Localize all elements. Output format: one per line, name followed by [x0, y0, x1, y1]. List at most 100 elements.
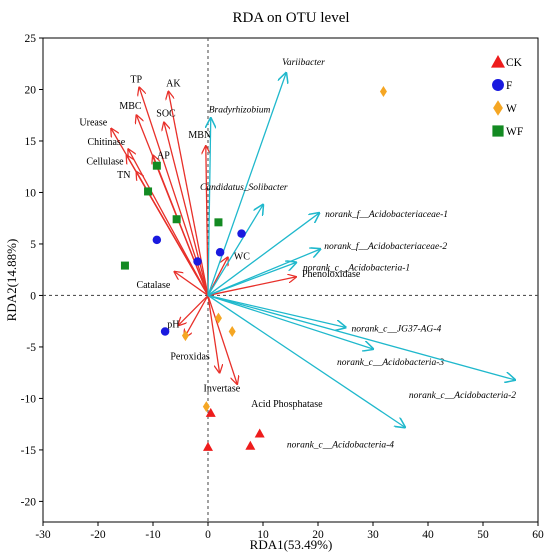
env-arrow-line [206, 146, 208, 296]
x-tick-label: 0 [205, 529, 211, 541]
legend-label: WF [506, 126, 523, 138]
otu-arrow-norank-c-acidobacteria-3: norank_c__Acidobacteria-3 [207, 294, 444, 368]
point-f [160, 327, 170, 336]
y-tick-label: -10 [21, 393, 37, 405]
point-w [181, 330, 189, 342]
point-ck [254, 428, 265, 438]
otu-arrow-line [207, 294, 346, 327]
otu-arrow-norank-c-acidobacteria-2: norank_c__Acidobacteria-2 [207, 294, 516, 401]
x-tick-label: 30 [367, 529, 379, 541]
env-arrow-label: pH [167, 319, 179, 330]
y-axis-ticks: -20 -15 -10 -5 0 5 10 15 20 25 [21, 33, 43, 508]
point-f [237, 229, 246, 238]
otu-arrow-label: norank_c__Acidobacteria-4 [287, 440, 394, 450]
y-tick-label: -15 [21, 445, 37, 457]
otu-arrow-variibacter: Variibacter [207, 58, 325, 296]
env-arrow-label: Phenoloxidase [302, 269, 361, 280]
env-arrow-label: TN [117, 170, 130, 181]
env-arrow-wc: WC [207, 251, 250, 296]
y-tick-label: 15 [25, 136, 37, 148]
env-arrow-line [207, 295, 237, 384]
otu-arrow-norank-c-acidobacteria-4: norank_c__Acidobacteria-4 [207, 294, 405, 450]
env-arrow-line [153, 155, 209, 296]
legend-marker-square [492, 125, 504, 137]
env-arrow-line [207, 277, 296, 297]
env-arrow-tn: TN [117, 170, 209, 296]
y-tick-label: 25 [25, 33, 37, 45]
point-wf [152, 161, 161, 170]
env-arrow-label: Catalase [136, 280, 170, 291]
otu-arrow-line [207, 205, 263, 296]
x-tick-label: 50 [477, 529, 489, 541]
legend-marker-triangle [491, 55, 505, 68]
legend-label: W [506, 103, 517, 115]
env-arrow-peroxidas: Peroxidas [170, 295, 210, 363]
x-tick-label: -10 [145, 529, 161, 541]
otu-arrow-line [208, 118, 211, 296]
point-wf [120, 261, 129, 270]
y-tick-label: 0 [30, 290, 36, 302]
point-f [193, 257, 202, 266]
env-arrow-label: SOC [156, 108, 176, 119]
point-ck [203, 441, 213, 451]
otu-arrow-label: norank_f__Acidobacteriaceae-1 [325, 209, 448, 220]
env-arrow-line [184, 295, 209, 337]
legend-marker-diamond [493, 100, 503, 116]
point-w [214, 312, 222, 324]
legend: CK FW WF [491, 55, 523, 138]
legend-item-ck: CK [491, 55, 523, 69]
point-w [228, 325, 236, 337]
env-arrow-label: MBC [119, 101, 142, 112]
point-wf [214, 218, 223, 227]
env-arrow-label: AP [157, 150, 170, 161]
env-arrow-catalase: Catalase [136, 272, 209, 296]
env-arrow-ap: AP [153, 150, 209, 296]
env-arrow-invertase: Invertase [204, 295, 241, 395]
env-arrow-label: Peroxidas [170, 352, 210, 363]
env-arrow-line [164, 122, 209, 296]
env-arrow-phenoloxidase: Phenoloxidase [207, 269, 361, 297]
point-w [202, 401, 210, 413]
env-arrow-label: Acid Phosphatase [251, 399, 323, 410]
y-axis-title: RDA2(14.88%) [4, 239, 19, 322]
otu-arrow-norank-c-jg37-ag-4: norank_c__JG37-AG-4 [207, 294, 442, 334]
legend-label: F [506, 80, 512, 92]
x-tick-label: 20 [312, 529, 324, 541]
point-f [152, 235, 162, 245]
otu-arrow-label: norank_c__JG37-AG-4 [352, 324, 442, 334]
env-arrow-line [178, 294, 209, 325]
env-arrow-label: Invertase [204, 384, 241, 395]
env-arrow-label: Chitinase [87, 137, 125, 148]
point-wf [144, 187, 153, 196]
otu-arrow-line [207, 294, 373, 349]
x-axis-title: RDA1(53.49%) [250, 537, 333, 552]
otu-arrow-norank-f-acidobacteriaceae-1: norank_f__Acidobacteriaceae-1 [207, 209, 448, 296]
environment-arrows: TP AK MBC SOC Urease Chitinase Cellulase AP TN MB… [79, 74, 360, 410]
legend-marker-circle [492, 79, 504, 91]
otu-arrow-line [207, 249, 320, 297]
env-arrow-mbn: MBN [188, 130, 211, 296]
otu-arrow-line [207, 294, 515, 379]
otu-arrow-label: norank_c__Acidobacteria-3 [337, 358, 444, 368]
chart-title: RDA on OTU level [232, 10, 349, 26]
x-tick-label: -30 [35, 529, 51, 541]
otu-arrow-line [207, 73, 286, 296]
env-arrow-line [174, 272, 209, 296]
env-arrow-soc: SOC [156, 108, 209, 296]
legend-item-wf: WF [492, 125, 523, 138]
otu-arrow-line [207, 213, 319, 296]
point-w [379, 86, 387, 98]
otu-arrow-norank-f-acidobacteriaceae-2: norank_f__Acidobacteriaceae-2 [207, 241, 447, 297]
otu-arrow-norank-c-acidobacteria-1: norank_c__Acidobacteria-1 [207, 262, 410, 297]
x-tick-label: 40 [422, 529, 434, 541]
legend-label: CK [506, 57, 523, 69]
env-arrow-label: Cellulase [86, 156, 124, 167]
otu-arrow-label: norank_f__Acidobacteriaceae-2 [324, 241, 447, 252]
point-ck [245, 440, 256, 450]
env-arrow-label: Urease [79, 118, 107, 129]
x-tick-label: -20 [90, 529, 106, 541]
otu-arrow-bradyrhizobium: Bradyrhizobium [208, 105, 271, 296]
otu-arrow-label: Bradyrhizobium [209, 105, 271, 115]
sample-points [120, 86, 387, 451]
